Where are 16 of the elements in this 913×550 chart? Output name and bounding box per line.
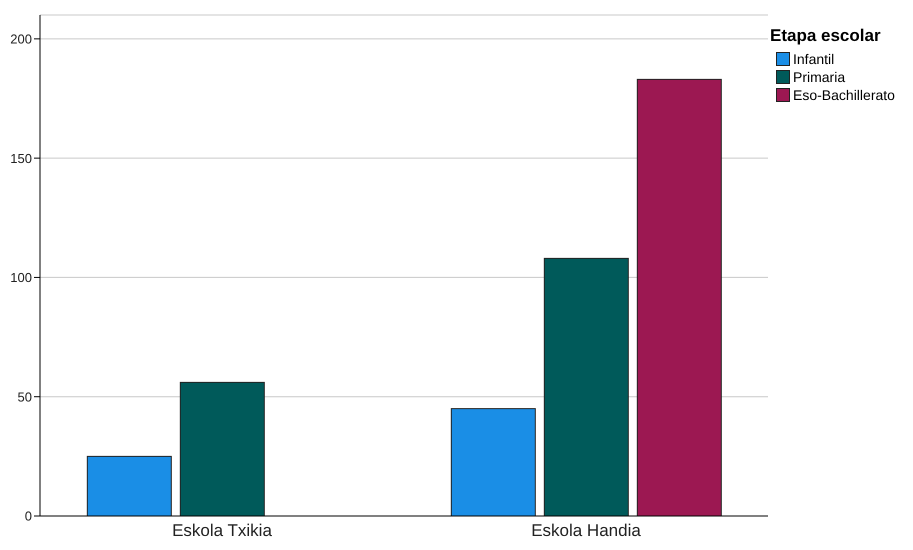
legend-label: Primaria (793, 69, 846, 85)
legend-label: Eso-Bachillerato (793, 87, 895, 103)
x-tick-label: Eskola Handia (531, 521, 642, 540)
bar (180, 382, 265, 516)
legend-label: Infantil (793, 51, 834, 67)
bar (544, 258, 629, 516)
bar (636, 78, 722, 516)
bar (86, 456, 172, 516)
y-tick-label: 50 (18, 389, 32, 404)
y-tick-label: 0 (24, 508, 32, 524)
y-tick-label: 200 (10, 31, 32, 46)
y-tick-label: 150 (10, 150, 32, 166)
bar (450, 408, 536, 516)
y-tick-label: 100 (10, 270, 32, 286)
x-tick-label: Eskola Txikia (172, 521, 272, 540)
legend-title: Etapa escolar (770, 26, 882, 46)
